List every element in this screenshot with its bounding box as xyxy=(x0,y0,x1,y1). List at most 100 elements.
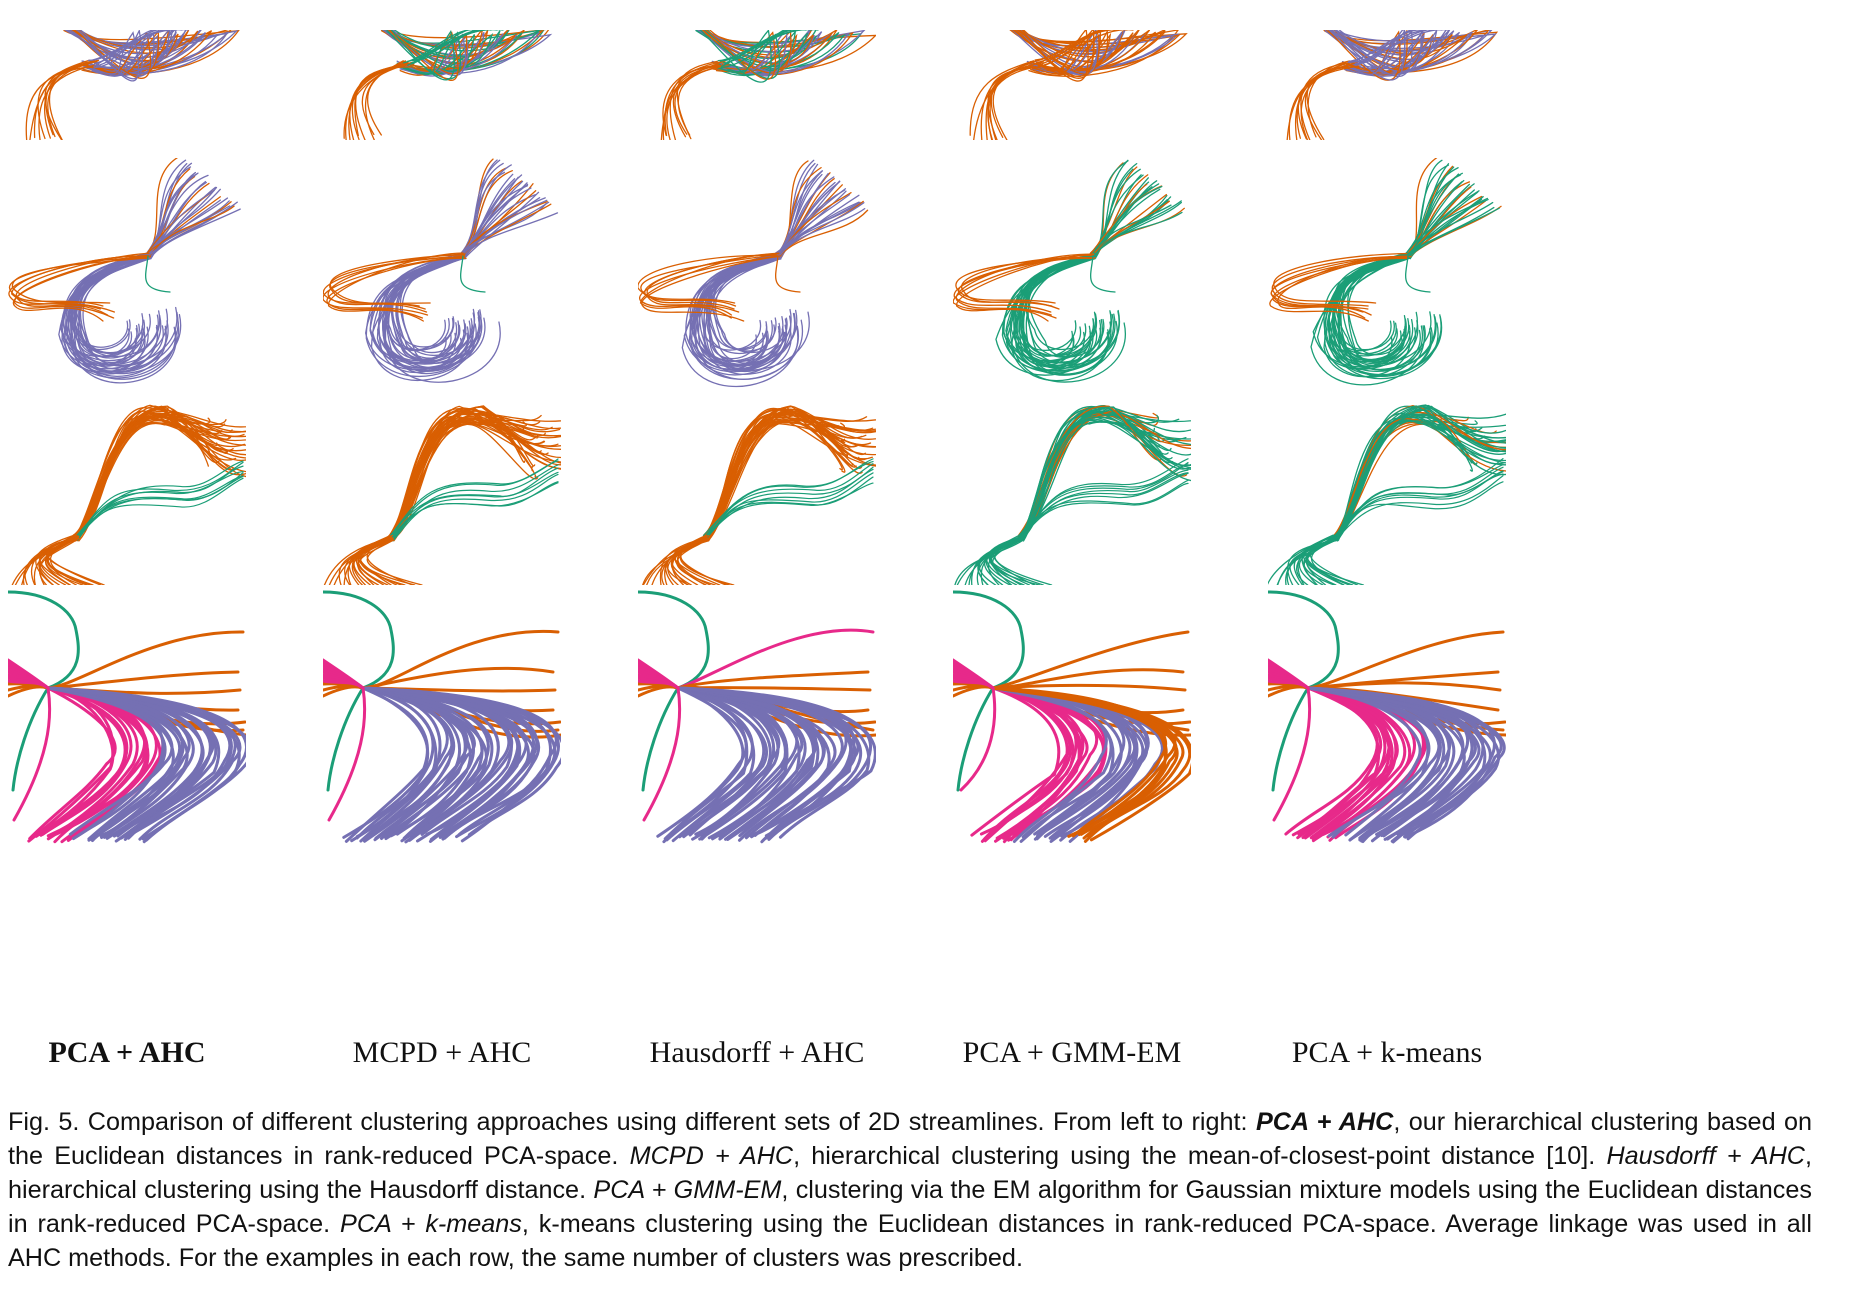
streamline xyxy=(702,463,874,537)
panel-row2-col1 xyxy=(8,158,241,384)
streamline xyxy=(380,30,501,74)
streamline xyxy=(323,256,463,316)
streamline xyxy=(93,30,171,69)
streamline xyxy=(44,59,91,140)
streamline xyxy=(991,686,1115,836)
streamline xyxy=(1310,255,1425,386)
streamline xyxy=(1025,255,1109,375)
streamline xyxy=(62,256,161,362)
column-label-pca-gmm-em: PCA + GMM-EM xyxy=(962,1036,1182,1069)
streamline xyxy=(1405,206,1495,256)
streamline xyxy=(12,686,52,822)
streamline xyxy=(65,257,178,366)
column-label-pca-kmeans: PCA + k-means xyxy=(1291,1036,1483,1069)
streamline xyxy=(991,630,1190,690)
streamline xyxy=(1306,686,1431,837)
caption-text: , clustering via the EM algorithm for Ga… xyxy=(8,1176,1812,1238)
streamline xyxy=(1288,65,1360,140)
streamline xyxy=(991,686,1089,838)
caption-method-mcpd-ahc: MCPD + AHC xyxy=(629,1142,794,1170)
streamline xyxy=(386,30,462,80)
streamline xyxy=(1336,481,1504,541)
streamline xyxy=(76,475,244,538)
streamline xyxy=(76,413,209,542)
streamline xyxy=(953,590,1025,792)
streamline xyxy=(463,191,540,260)
streamline xyxy=(1090,255,1116,293)
streamline xyxy=(73,477,244,542)
streamline xyxy=(392,473,559,542)
caption-text: , hierarchical clustering using the mean… xyxy=(793,1142,1607,1170)
streamline xyxy=(323,679,365,690)
streamline xyxy=(703,30,816,75)
streamline xyxy=(366,538,423,585)
panel-row1-col2 xyxy=(343,30,553,140)
streamline xyxy=(1020,406,1190,536)
panel-row3-col4 xyxy=(954,405,1191,585)
streamline xyxy=(46,686,246,842)
streamline xyxy=(1328,30,1406,81)
streamline xyxy=(12,254,149,322)
streamline xyxy=(343,60,407,139)
streamline xyxy=(676,670,870,690)
streamline xyxy=(46,686,215,838)
streamline xyxy=(681,254,799,388)
streamline xyxy=(361,686,456,836)
streamline xyxy=(662,64,721,136)
streamline xyxy=(1019,461,1189,538)
streamline xyxy=(959,686,997,792)
streamline xyxy=(705,30,777,80)
streamline xyxy=(708,257,786,372)
panel-row1-col3 xyxy=(660,30,876,140)
streamline xyxy=(367,60,404,136)
streamline xyxy=(1286,60,1355,140)
streamline xyxy=(705,476,874,539)
streamline xyxy=(639,255,782,316)
streamline xyxy=(459,187,532,255)
streamline xyxy=(148,205,235,259)
streamline xyxy=(956,253,1095,316)
streamline xyxy=(665,686,756,842)
streamline xyxy=(991,686,1191,842)
streamline xyxy=(775,202,865,258)
streamline xyxy=(393,423,537,542)
panel-row4-col3 xyxy=(638,590,876,844)
streamline xyxy=(37,64,89,140)
caption-text: , k-means clustering using the Euclidean… xyxy=(8,1210,1812,1272)
streamline xyxy=(390,471,559,539)
streamline xyxy=(774,193,851,259)
streamline xyxy=(673,539,721,585)
panel-row3-col5 xyxy=(1268,404,1506,585)
streamline xyxy=(361,686,561,837)
caption-text: , hierarchical clustering using the Haus… xyxy=(8,1142,1812,1204)
streamline xyxy=(46,686,167,841)
streamline xyxy=(1354,30,1419,65)
streamline xyxy=(778,207,866,257)
streamline xyxy=(704,412,846,539)
streamline xyxy=(326,257,467,319)
caption-lead: Fig. 5. Comparison of different clusteri… xyxy=(8,1108,1256,1136)
streamline xyxy=(992,61,1044,140)
streamline xyxy=(145,255,171,293)
streamline xyxy=(1335,414,1473,542)
streamline xyxy=(1023,482,1189,536)
streamline xyxy=(327,686,367,822)
streamline xyxy=(1306,686,1407,838)
streamline xyxy=(1093,211,1183,258)
panel-row4-col2 xyxy=(323,590,561,844)
streamline xyxy=(1021,30,1095,79)
streamline xyxy=(1347,30,1449,63)
panel-row4-col5 xyxy=(1268,590,1506,844)
streamline xyxy=(706,30,781,80)
streamline xyxy=(392,481,559,540)
streamline xyxy=(1021,418,1191,537)
streamline xyxy=(676,60,718,140)
streamline xyxy=(679,538,735,585)
streamline xyxy=(1307,536,1365,585)
streamline xyxy=(1003,256,1121,372)
streamline xyxy=(1328,256,1432,365)
streamline xyxy=(1405,201,1494,258)
streamline xyxy=(70,30,143,80)
streamline xyxy=(1334,406,1506,539)
streamline xyxy=(145,172,199,255)
